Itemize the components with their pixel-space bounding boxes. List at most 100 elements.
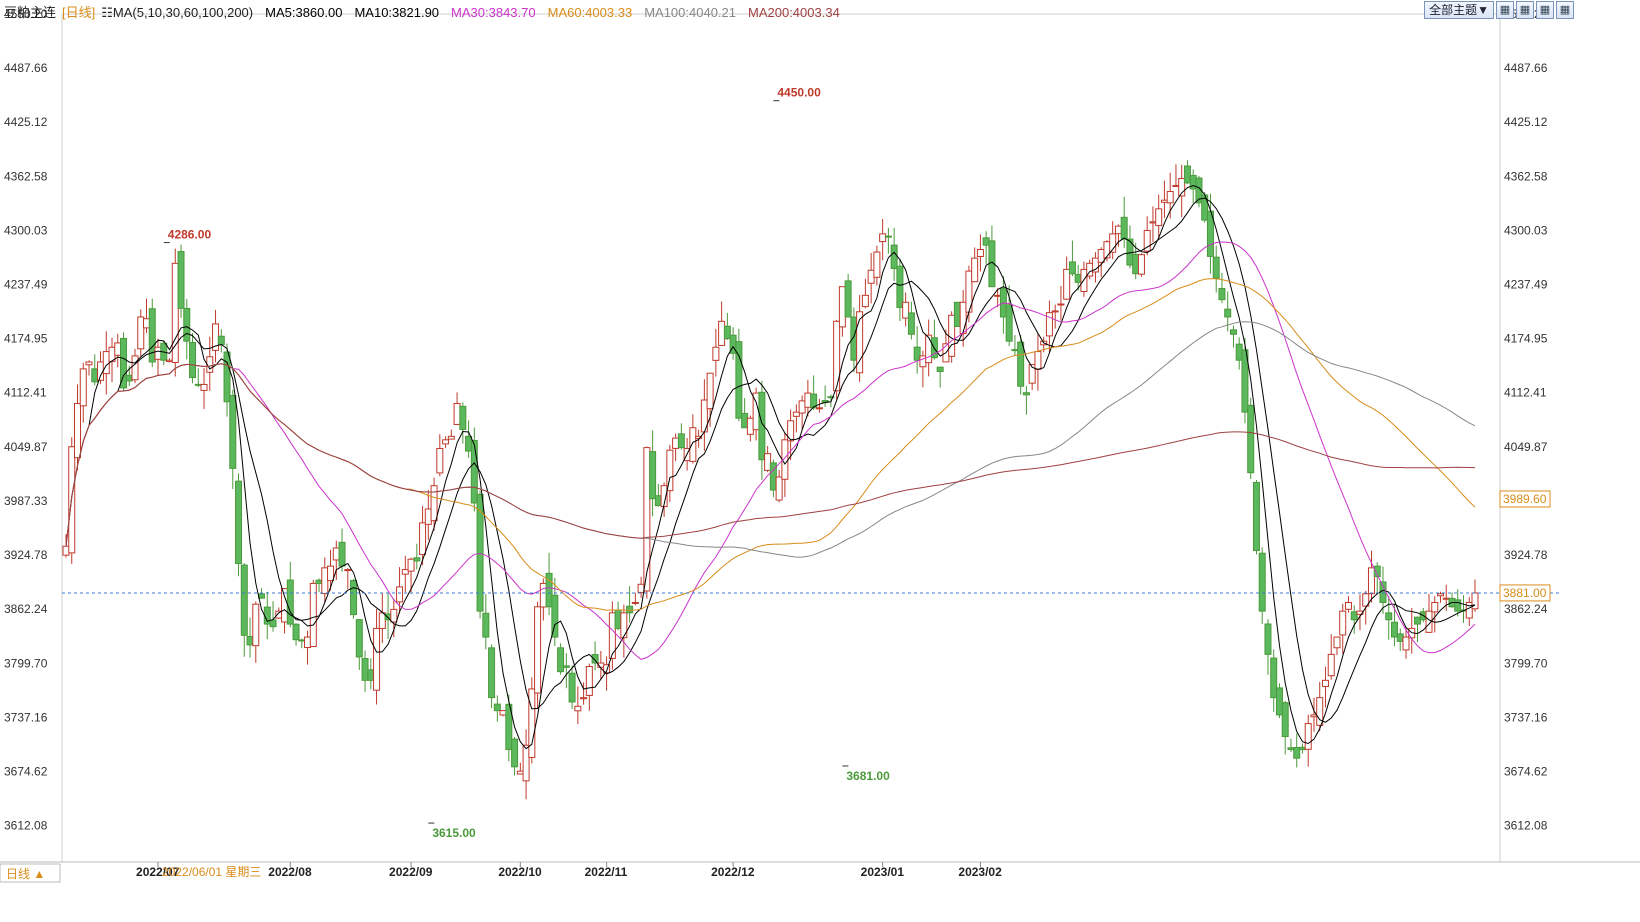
candle-body [907,312,915,335]
candle-body [1005,304,1013,342]
y-tick-right: 3612.08 [1504,819,1548,833]
chart-header: 豆粕主连 [日线] ☷MA(5,10,30,60,100,200) MA5:3860.… [4,2,858,21]
candle-body [948,314,956,357]
candle-body [660,485,668,508]
candle-body [1132,253,1140,275]
theme-select-button[interactable]: 全部主题▼ [1424,1,1494,19]
candle-body [879,233,887,243]
candle-body [833,320,841,392]
candles [62,160,1479,800]
candle-body [1252,481,1260,552]
candle-body [522,744,530,782]
price-tag-box [1499,584,1551,602]
candle-body [1321,679,1329,687]
y-tick-right: 4362.58 [1504,169,1548,183]
candle-body [580,697,588,700]
symbol-name: 豆粕主连 [4,5,57,20]
candle-body [1051,310,1059,313]
candle-body [902,301,910,319]
candle-body [1091,257,1099,273]
candle-body [620,612,628,639]
candle-body [775,476,783,501]
candle-body [1367,567,1375,595]
candle-body [1068,261,1076,275]
y-tick-left: 4049.87 [4,440,48,454]
candle-body [171,262,179,364]
candle-body [1189,174,1197,190]
candle-body [1373,565,1381,578]
x-tick-label: 2022/10 [498,865,542,879]
candle-body [505,703,513,751]
y-tick-right: 3924.78 [1504,548,1548,562]
candle-body [649,451,657,500]
candle-body [608,612,616,659]
candle-body [971,257,979,283]
candle-body [1425,610,1433,633]
candle-body [298,639,306,642]
candle-body [143,318,151,329]
y-tick-left: 4487.66 [4,61,48,75]
candle-body [1149,221,1157,224]
candle-body [810,393,818,409]
candle-body [861,294,869,308]
y-tick-left: 3737.16 [4,710,48,724]
candle-body [1045,312,1053,337]
candle-body [252,603,260,647]
candle-body [350,579,358,616]
candle-body [764,453,772,471]
candle-body [407,558,415,572]
layout-icon-2[interactable]: ▦ [1516,1,1534,19]
candle-body [637,583,645,593]
candle-body [419,522,427,555]
candle-body [91,368,99,383]
period-button[interactable]: 日线 ▲ [6,867,45,881]
candle-body [459,405,467,430]
ma-params: ☷MA(5,10,30,60,100,200) [101,5,254,20]
candle-body [166,359,174,363]
candle-body [798,400,806,414]
candle-body [1074,274,1082,283]
candle-body [959,301,967,335]
candle-body [1017,341,1025,387]
candle-body [769,462,777,491]
candle-body [643,447,651,592]
candle-body [976,248,984,257]
candle-body [953,301,961,327]
candle-body [723,325,731,340]
candle-body [1270,657,1278,699]
candle-body [712,346,720,361]
layout-icon-1[interactable]: ▦ [1496,1,1514,19]
candle-body [534,606,542,694]
candle-body [936,366,944,372]
candle-body [591,653,599,664]
y-tick-right: 4300.03 [1504,223,1548,237]
candle-body [304,636,312,649]
candle-body [654,495,662,507]
layout-icon-3[interactable]: ▦ [1536,1,1554,19]
candle-body [1396,633,1404,642]
candle-body [321,567,329,595]
candle-body [223,351,231,403]
ma-value-3: MA60:4003.33 [547,5,633,20]
y-tick-left: 4550.20 [4,7,48,21]
candle-body [1385,612,1393,621]
x-tick-label: 2023/01 [861,865,905,879]
candle-body [1304,723,1312,750]
candle-body [332,547,340,561]
candle-body [401,569,409,575]
candle-body [74,402,82,459]
candle-body [1247,404,1255,474]
candle-body [1241,349,1249,413]
x-tick-label: 2023/02 [958,865,1002,879]
y-tick-right: 4487.66 [1504,61,1548,75]
price-tag-box [1499,490,1551,508]
candle-body [1316,697,1324,726]
candle-body [994,294,1002,297]
candle-body [1137,254,1145,275]
candle-body [488,647,496,699]
y-tick-left: 3862.24 [4,602,48,616]
candle-body [867,269,875,284]
candle-body [367,669,375,681]
layout-icon-4[interactable]: ▦ [1556,1,1574,19]
